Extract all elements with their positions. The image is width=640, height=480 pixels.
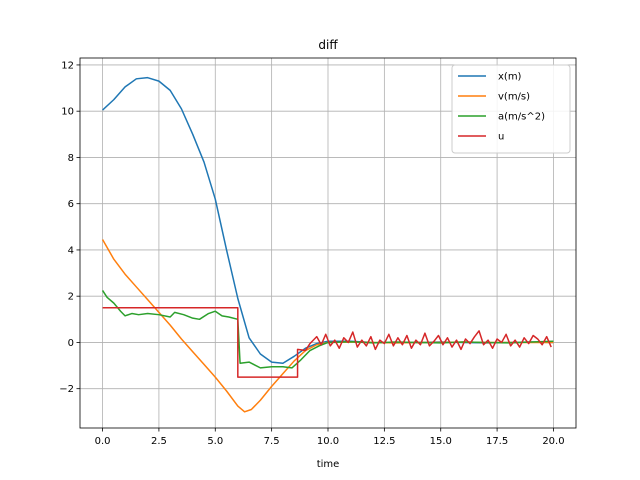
y-tick-label: 12 (61, 60, 74, 71)
y-tick-label: 6 (68, 199, 74, 210)
series-layer (101, 76, 554, 413)
x-tick-label: 15.0 (430, 436, 452, 447)
x-tick-label: 2.5 (151, 436, 167, 447)
x-tick-label: 17.5 (486, 436, 508, 447)
x-tick-label: 0.0 (95, 436, 111, 447)
x-tick-label: 20.0 (542, 436, 564, 447)
chart-title: diff (318, 38, 338, 52)
y-tick-label: 2 (68, 292, 74, 303)
x-tick-label: 10.0 (317, 436, 339, 447)
series-line (101, 290, 554, 369)
x-axis-ticks: 0.0 2.5 5.0 7.5 10.0 12.5 15.0 17.5 20.0 (95, 428, 565, 447)
y-tick-label: 10 (61, 107, 74, 118)
x-tick-label: 7.5 (264, 436, 280, 447)
y-tick-label: 0 (68, 338, 74, 349)
legend: x(m) v(m/s) a(m/s^2) u (451, 64, 571, 154)
x-axis-label: time (317, 459, 340, 470)
legend-label: a(m/s^2) (498, 112, 545, 123)
plot-area (101, 76, 554, 413)
legend-label: u (498, 132, 504, 143)
legend-label: v(m/s) (498, 92, 530, 103)
legend-box (451, 64, 571, 154)
x-tick-label: 12.5 (373, 436, 395, 447)
y-tick-label: 8 (68, 153, 74, 164)
x-tick-label: 5.0 (207, 436, 223, 447)
legend-label: x(m) (498, 72, 522, 83)
y-axis-ticks: −2 0 2 4 6 8 10 12 (59, 60, 80, 395)
series-line (102, 307, 552, 378)
y-tick-label: −2 (59, 384, 74, 395)
y-tick-label: 4 (68, 245, 74, 256)
